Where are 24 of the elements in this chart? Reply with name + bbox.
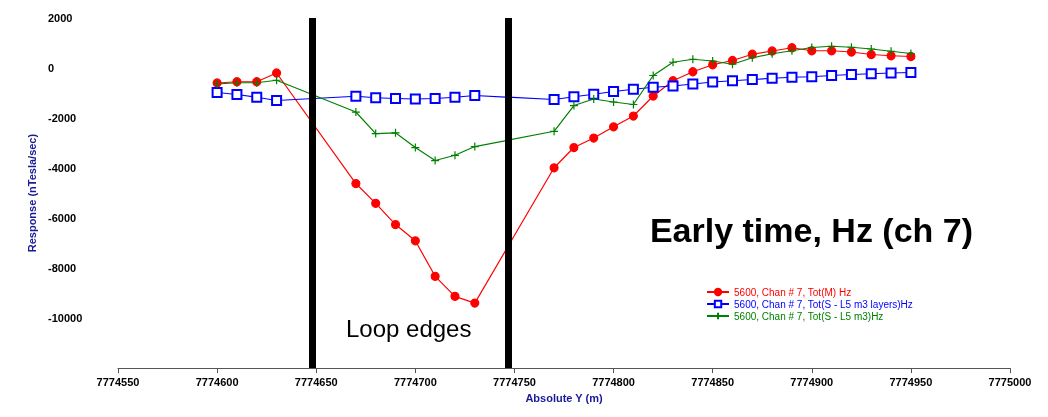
- legend-label: 5600, Chan # 7, Tot(S - L5 m3 layers)Hz: [734, 298, 913, 310]
- x-tick-label: 7774750: [493, 375, 536, 388]
- y-tick-label: 2000: [48, 12, 73, 24]
- x-tick-label: 7774650: [294, 375, 338, 388]
- y-tick-label: -6000: [48, 212, 77, 225]
- legend-label: 5600, Chan # 7, Tot(M) Hz: [734, 286, 852, 298]
- x-tick-label: 7774600: [195, 375, 239, 388]
- x-tick-label: 7774800: [592, 375, 635, 388]
- x-tick-label: 7775000: [988, 375, 1032, 388]
- y-tick-label: -10000: [48, 312, 83, 325]
- annotation: Loop edges: [346, 314, 472, 342]
- x-tick-label: 7774550: [96, 375, 140, 388]
- annotation: Early time, Hz (ch 7): [649, 211, 974, 249]
- x-tick-label: 7774950: [889, 375, 933, 388]
- x-tick-label: 7774700: [393, 375, 437, 388]
- x-axis-title: Absolute Y (m): [525, 391, 603, 404]
- y-tick-label: 0: [48, 62, 55, 75]
- x-tick-label: 7774850: [691, 375, 735, 388]
- x-tick-label: 7774900: [790, 375, 834, 388]
- y-tick-label: -4000: [48, 162, 77, 175]
- legend-label: 5600, Chan # 7, Tot(S - L5 m3)Hz: [734, 310, 884, 322]
- y-tick-label: -2000: [48, 112, 77, 125]
- y-axis-title: Response (nTesla/sec): [25, 133, 38, 253]
- y-tick-label: -8000: [48, 262, 77, 275]
